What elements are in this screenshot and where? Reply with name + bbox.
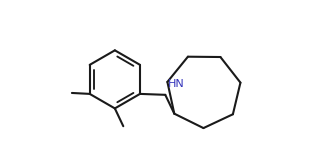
Text: HN: HN: [168, 79, 184, 89]
